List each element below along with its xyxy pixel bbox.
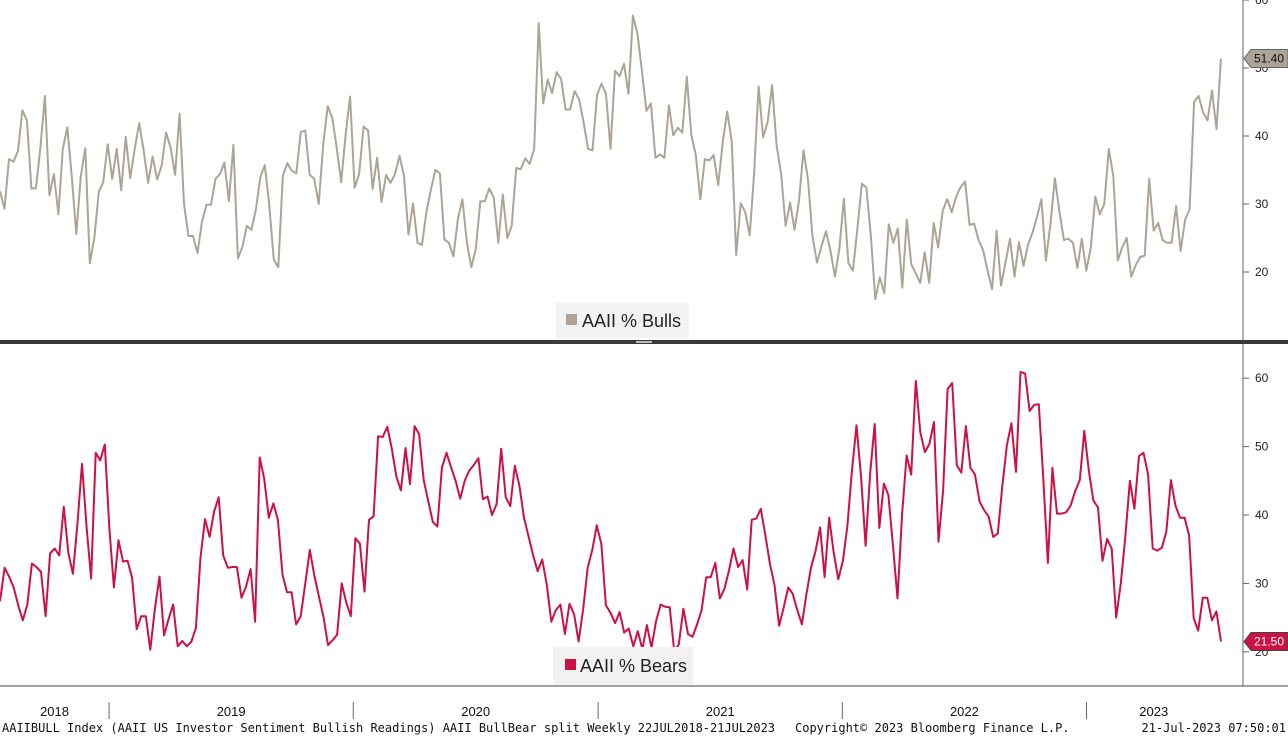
bears-last-value: 21.50 — [1254, 635, 1284, 649]
bulls-y-tick-label: 60 — [1255, 0, 1269, 7]
footer: AAIIBULL Index (AAII US Investor Sentime… — [2, 721, 1286, 735]
bears-y-tick-label: 40 — [1255, 508, 1269, 522]
bulls-legend[interactable]: AAII % Bulls — [556, 303, 689, 338]
footer-copyright: Copyright© 2023 Bloomberg Finance L.P. — [795, 721, 1070, 735]
bulls-y-tick-label: 20 — [1255, 265, 1269, 279]
year-labels: 2018 2019 2020 2021 2022 2023 — [40, 704, 1168, 719]
year-separators — [108, 702, 1088, 719]
year-label: 2018 — [40, 704, 69, 719]
bears-legend[interactable]: AAII % Bears — [553, 647, 693, 685]
bulls-legend-swatch — [566, 314, 577, 325]
panel-divider[interactable] — [0, 340, 1288, 344]
bears-legend-label: AAII % Bears — [580, 656, 687, 676]
bears-y-tick-label: 30 — [1255, 576, 1269, 590]
footer-timestamp: 21-Jul-2023 07:50:01 — [1142, 721, 1287, 735]
bulls-y-tick-label: 30 — [1255, 197, 1269, 211]
year-label: 2022 — [950, 704, 979, 719]
bulls-last-value: 51.40 — [1254, 51, 1284, 65]
bulls-legend-label: AAII % Bulls — [582, 311, 681, 331]
footer-description: AAIIBULL Index (AAII US Investor Sentime… — [2, 721, 775, 735]
bulls-y-tick-label: 40 — [1255, 129, 1269, 143]
bears-legend-box — [553, 647, 693, 685]
bears-y-tick-label: 50 — [1255, 440, 1269, 454]
bears-last-value-badge: 21.50 — [1243, 632, 1288, 652]
year-label: 2019 — [217, 704, 246, 719]
bears-y-tick-label: 60 — [1255, 371, 1269, 385]
bears-series-line — [0, 371, 1222, 653]
bulls-last-value-badge: 51.40 — [1243, 48, 1288, 68]
bulls-series-line — [0, 14, 1222, 301]
bears-legend-swatch — [565, 659, 576, 670]
bulls-legend-box — [556, 303, 689, 338]
year-label: 2023 — [1139, 704, 1168, 719]
year-label: 2020 — [461, 704, 490, 719]
x-axis: 2018 2019 2020 2021 2022 2023 — [0, 685, 1288, 719]
year-label: 2021 — [706, 704, 735, 719]
panel-divider-grip — [636, 341, 652, 343]
